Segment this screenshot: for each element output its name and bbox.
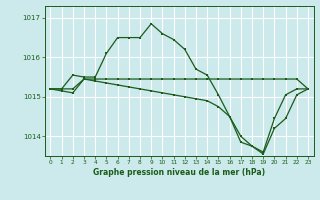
X-axis label: Graphe pression niveau de la mer (hPa): Graphe pression niveau de la mer (hPa)	[93, 168, 265, 177]
